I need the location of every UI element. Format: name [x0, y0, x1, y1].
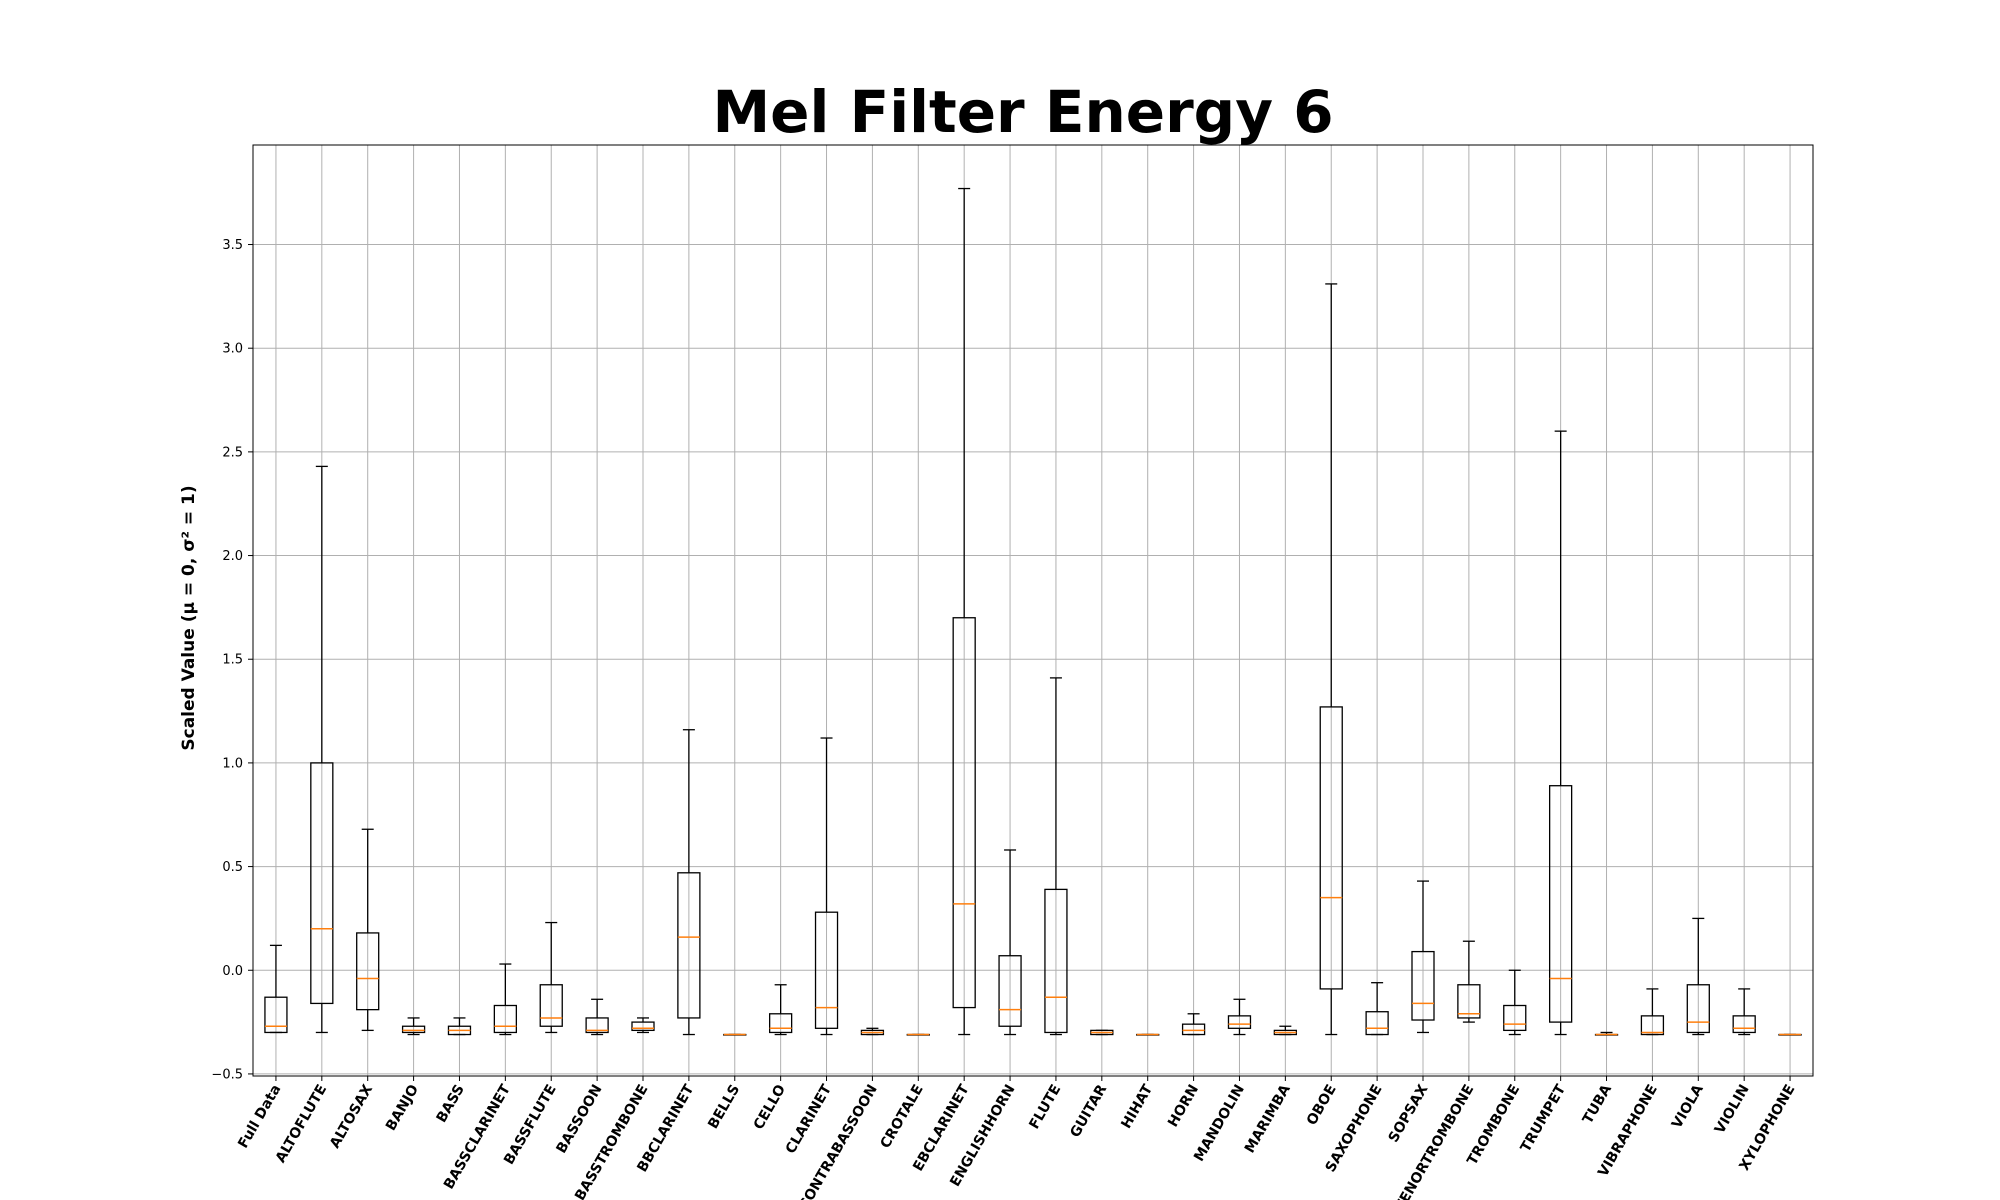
box-group	[1319, 283, 1343, 1036]
x-tick-label: VIOLA	[1669, 1082, 1707, 1131]
x-tick-label: MANDOLIN	[1191, 1082, 1248, 1164]
x-tick-label: ALTOSAX	[327, 1082, 376, 1151]
iqr-box	[1227, 1015, 1252, 1029]
y-tick-label: 1.5	[222, 653, 243, 668]
iqr-box	[814, 911, 839, 1029]
x-tick-label: MARIMBA	[1242, 1082, 1294, 1156]
plot-frame	[252, 144, 1814, 1077]
y-tick-label: 2.0	[222, 549, 243, 564]
iqr-box	[264, 996, 288, 1034]
iqr-box	[998, 955, 1022, 1027]
y-tick-label: −0.5	[211, 1067, 243, 1082]
y-tick-label: 0.0	[222, 964, 243, 979]
box-group	[723, 1033, 747, 1036]
box-group	[1548, 430, 1573, 1036]
box-group	[952, 187, 976, 1036]
box-group	[1640, 988, 1665, 1036]
iqr-box	[1044, 888, 1068, 1034]
box-group	[1181, 1013, 1206, 1036]
box-group	[631, 1017, 655, 1034]
y-axis-label: Scaled Value (μ = 0, σ² = 1)	[179, 485, 199, 750]
x-tick-label: FLUTE	[1026, 1082, 1064, 1132]
iqr-box	[310, 762, 334, 1005]
box-group	[1778, 1033, 1802, 1036]
x-tick-label: VIOLIN	[1712, 1082, 1753, 1137]
x-tick-label: BASS	[434, 1082, 468, 1126]
box-group	[677, 729, 701, 1036]
iqr-box	[768, 1013, 793, 1034]
iqr-box	[1548, 785, 1573, 1023]
box-group	[447, 1017, 472, 1036]
x-tick-label: SOPSAX	[1386, 1082, 1432, 1146]
iqr-box	[1457, 984, 1481, 1019]
box-group	[814, 737, 839, 1036]
x-tick-label: Full Data	[235, 1082, 284, 1151]
iqr-box	[631, 1021, 655, 1032]
box-group	[860, 1027, 885, 1036]
iqr-box	[1640, 1015, 1665, 1036]
iqr-box	[1319, 706, 1343, 990]
iqr-box	[1365, 1011, 1389, 1036]
box-group	[1136, 1033, 1160, 1036]
box-group	[1090, 1029, 1114, 1036]
box-group	[998, 849, 1022, 1036]
box-group	[356, 828, 380, 1032]
box-group	[1457, 940, 1481, 1023]
iqr-box	[356, 932, 380, 1011]
box-group	[1044, 677, 1068, 1036]
iqr-box	[677, 872, 701, 1019]
x-tick-label: CONTRABASSOON	[796, 1082, 881, 1200]
box-group	[493, 963, 518, 1036]
x-tick-label: TRUMPET	[1518, 1082, 1570, 1155]
chart-title: Mel Filter Energy 6	[712, 78, 1333, 146]
x-tick-label: CELLO	[751, 1082, 789, 1133]
x-tick-label: BASSOON	[553, 1082, 605, 1156]
box-group	[264, 944, 288, 1034]
iqr-box	[493, 1004, 518, 1034]
x-tick-label: TUBA	[1580, 1082, 1615, 1127]
iqr-box	[1181, 1023, 1206, 1036]
box-group	[310, 465, 334, 1034]
box-group	[1273, 1025, 1298, 1036]
iqr-box	[585, 1017, 609, 1034]
box-group	[1411, 880, 1435, 1034]
y-tick-label: 0.5	[222, 860, 243, 875]
y-tick-label: 1.0	[222, 756, 243, 771]
box-group	[906, 1033, 930, 1036]
x-tick-label: BELLS	[705, 1082, 743, 1132]
box-group	[539, 921, 563, 1034]
x-tick-label: CROTALE	[878, 1082, 927, 1151]
box-group	[1594, 1031, 1619, 1036]
iqr-box	[539, 984, 563, 1027]
y-tick-label: 2.5	[222, 445, 243, 460]
box-group	[1365, 982, 1389, 1036]
x-tick-label: HIHAT	[1118, 1082, 1156, 1132]
x-tick-label: HORN	[1165, 1082, 1202, 1130]
box-group	[1732, 988, 1756, 1036]
y-tick-label: 3.0	[222, 342, 243, 357]
box-group	[1503, 969, 1527, 1036]
grid-lines	[253, 145, 1813, 1076]
iqr-box	[1686, 984, 1710, 1034]
box-group	[585, 998, 609, 1036]
x-tick-label: CLARINET	[783, 1082, 836, 1157]
iqr-box	[1411, 950, 1435, 1021]
iqr-box	[1503, 1004, 1527, 1032]
y-tick-label: 3.5	[222, 238, 243, 253]
box-group	[1686, 917, 1710, 1036]
box-group	[768, 984, 793, 1036]
x-tick-label: GUITAR	[1067, 1082, 1110, 1141]
boxes	[264, 187, 1802, 1036]
iqr-box	[952, 617, 976, 1009]
x-tick-label: TENORTROMBONE	[1392, 1082, 1477, 1200]
y-axis-ticks: −0.5 0.0 0.5 1.0 1.5 2.0 2.5 3.0 3.5	[211, 238, 253, 1082]
iqr-box	[401, 1025, 426, 1034]
box-group	[1227, 998, 1252, 1036]
x-tick-label: OBOE	[1304, 1082, 1340, 1128]
box-group	[401, 1017, 426, 1036]
iqr-box	[1732, 1015, 1756, 1034]
x-tick-label: BANJO	[383, 1082, 422, 1134]
